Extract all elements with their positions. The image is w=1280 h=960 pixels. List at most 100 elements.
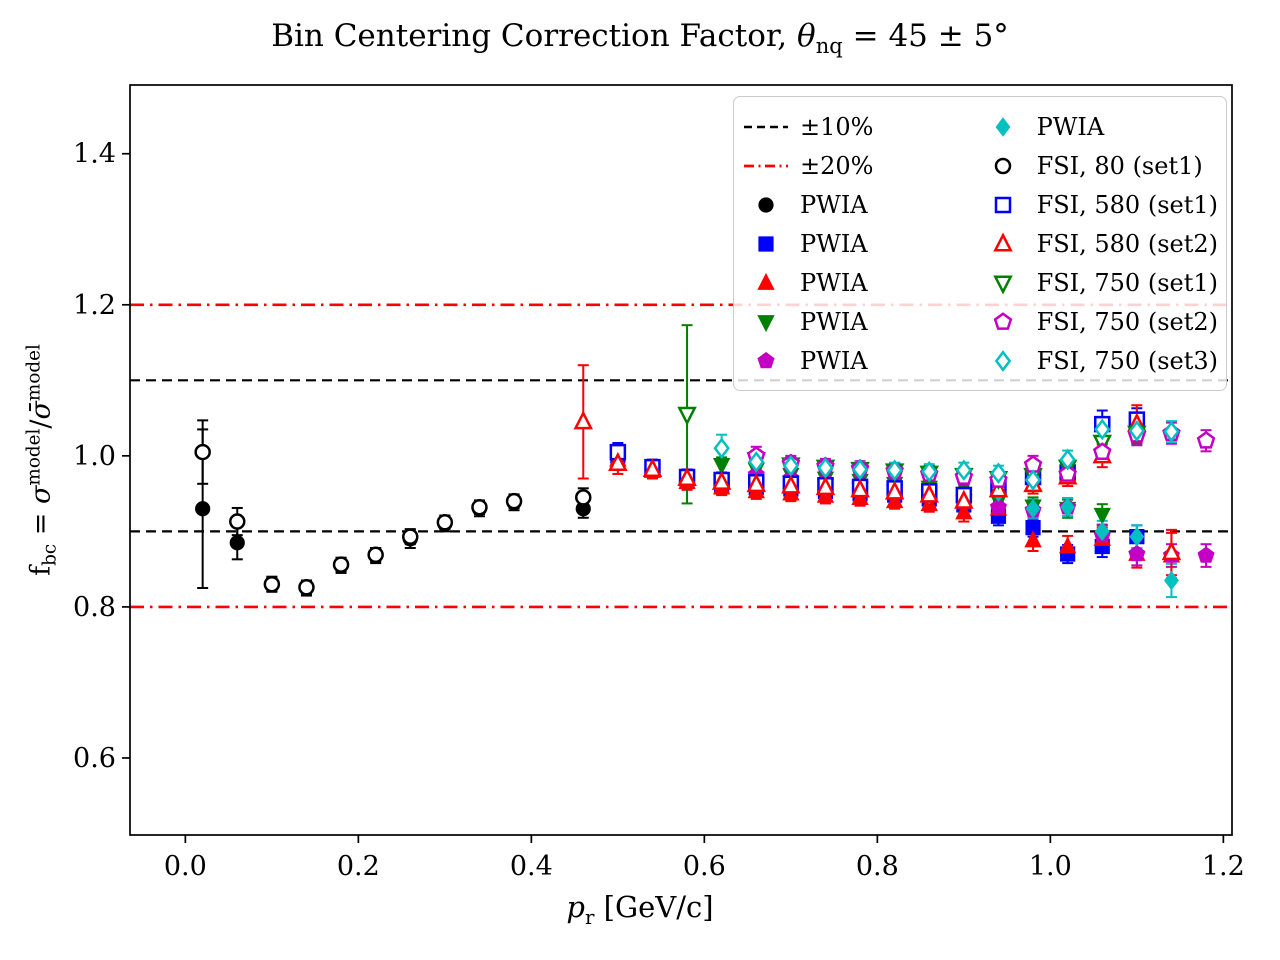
- data-point-circle-open: [505, 492, 523, 510]
- data-point-triangle-up-open: [677, 467, 697, 487]
- data-point-triangle-up-open: [642, 457, 663, 477]
- data-point-circle-filled: [758, 196, 774, 213]
- legend-triangle-down-filled-icon: [757, 314, 775, 332]
- legend-item: FSI, 80 (set1): [979, 146, 1218, 185]
- data-point-diamond-open: [1128, 420, 1146, 442]
- x-tick-label: 0.8: [856, 851, 899, 882]
- data-point-triangle-up-filled: [955, 502, 973, 520]
- legend-dashed-line-icon: [744, 125, 788, 128]
- data-point-pentagon-open: [1092, 442, 1112, 460]
- legend-item: PWIA: [742, 185, 975, 224]
- y-axis-label: fbc = σmodel/σ̄model: [23, 344, 61, 576]
- theta-subscript: nq: [815, 33, 843, 59]
- data-point-pentagon-open: [993, 311, 1012, 330]
- data-point-diamond-filled: [1164, 570, 1179, 591]
- legend-item: FSI, 580 (set1): [979, 185, 1218, 224]
- data-point-circle-open: [994, 157, 1011, 174]
- x-tick-label: 0.0: [164, 851, 207, 882]
- legend-column-1: ±10% ±20% PWIA PWIA PWIA PWIA PWIA: [742, 107, 975, 380]
- data-point-circle-open: [471, 498, 488, 516]
- legend-label: FSI, 750 (set1): [1036, 268, 1218, 297]
- data-point-triangle-up-open: [746, 473, 766, 493]
- legend-item: FSI, 580 (set2): [979, 224, 1218, 263]
- data-point-circle-open: [575, 489, 592, 506]
- data-point-circle-open: [263, 575, 281, 593]
- data-point-triangle-up-filled: [1058, 536, 1077, 554]
- legend-label: PWIA: [800, 190, 868, 219]
- data-point-diamond-filled: [995, 116, 1010, 137]
- data-point-triangle-up-open: [781, 474, 801, 494]
- data-point-circle-open: [229, 513, 246, 530]
- data-point-circle-open: [332, 556, 350, 573]
- data-point-diamond-open: [955, 459, 973, 482]
- legend-item: FSI, 750 (set3): [979, 341, 1218, 380]
- legend-label: PWIA: [800, 346, 868, 375]
- data-point-circle-open: [298, 579, 315, 596]
- data-point-triangle-down-filled: [757, 314, 775, 332]
- legend-item: ±20%: [742, 146, 975, 185]
- data-point-diamond-open: [713, 437, 730, 460]
- legend-label: ±20%: [800, 151, 874, 180]
- data-point-triangle-up-open: [954, 489, 974, 509]
- data-point-triangle-down-open: [992, 274, 1013, 294]
- x-tick-label: 1.0: [1029, 851, 1072, 882]
- legend-triangle-up-filled-icon: [757, 272, 775, 290]
- data-point-triangle-up-open: [608, 451, 628, 471]
- data-point-diamond-open: [748, 451, 765, 473]
- data-point-diamond-open: [782, 454, 800, 477]
- legend-pentagon-open-icon: [993, 311, 1012, 330]
- data-point-diamond-filled: [1094, 521, 1110, 542]
- legend-label: FSI, 80 (set1): [1036, 151, 1203, 180]
- x-tick-label: 0.2: [337, 851, 380, 882]
- legend-label: PWIA: [800, 307, 868, 336]
- legend-label: FSI, 750 (set2): [1036, 307, 1218, 336]
- data-point-triangle-up-open: [573, 410, 593, 430]
- legend-label: ±10%: [800, 112, 874, 141]
- data-point-triangle-up-open: [850, 478, 870, 498]
- data-point-circle-filled: [229, 535, 245, 551]
- data-point-square-filled: [1025, 519, 1041, 536]
- data-point-triangle-up-open: [992, 232, 1013, 252]
- legend-item: FSI, 750 (set2): [979, 302, 1218, 341]
- legend-label: FSI, 580 (set2): [1036, 229, 1218, 258]
- data-point-diamond-filled: [1025, 498, 1041, 519]
- data-point-triangle-up-open: [884, 480, 905, 500]
- theta-symbol: θ: [797, 18, 816, 54]
- data-point-square-open: [994, 196, 1011, 213]
- legend-pentagon-filled-icon: [757, 351, 775, 368]
- legend-triangle-down-open-icon: [992, 274, 1013, 294]
- data-point-pentagon-open: [1196, 430, 1216, 449]
- legend-dashdot-line-icon: [744, 164, 788, 167]
- data-point-pentagon-filled: [989, 498, 1007, 515]
- data-point-diamond-open: [1163, 420, 1180, 443]
- legend-triangle-up-open-icon: [992, 232, 1013, 252]
- legend-circle-open-icon: [994, 157, 1011, 174]
- data-point-triangle-up-open: [1161, 541, 1182, 561]
- data-point-diamond-open: [817, 457, 834, 479]
- data-point-pentagon-filled: [757, 351, 775, 368]
- data-point-triangle-down-open: [677, 406, 697, 426]
- legend-label: FSI, 750 (set3): [1036, 346, 1218, 375]
- data-point-triangle-up-filled: [1024, 530, 1042, 548]
- data-point-diamond-open: [851, 458, 869, 481]
- legend-circle-filled-icon: [758, 196, 774, 213]
- data-point-diamond-open: [994, 349, 1011, 372]
- data-point-triangle-up-open: [919, 483, 939, 503]
- y-tick-label: 1.2: [73, 290, 116, 321]
- legend-item: PWIA: [742, 341, 975, 380]
- data-point-diamond-open: [921, 460, 938, 483]
- legend-label: PWIA: [1036, 112, 1105, 141]
- y-tick-label: 1.0: [73, 441, 116, 472]
- legend-item: PWIA: [742, 224, 975, 263]
- data-point-square-filled: [758, 235, 774, 252]
- data-point-triangle-up-open: [711, 470, 732, 490]
- y-tick-label: 1.4: [73, 139, 116, 170]
- data-point-pentagon-open: [1058, 464, 1077, 482]
- legend-square-open-icon: [994, 196, 1011, 213]
- y-tick-label: 0.6: [73, 743, 116, 774]
- data-point-circle-filled: [195, 501, 211, 517]
- data-point-diamond-filled: [1129, 526, 1145, 547]
- x-tick-label: 0.4: [510, 851, 553, 882]
- axes-frame: [129, 84, 1233, 836]
